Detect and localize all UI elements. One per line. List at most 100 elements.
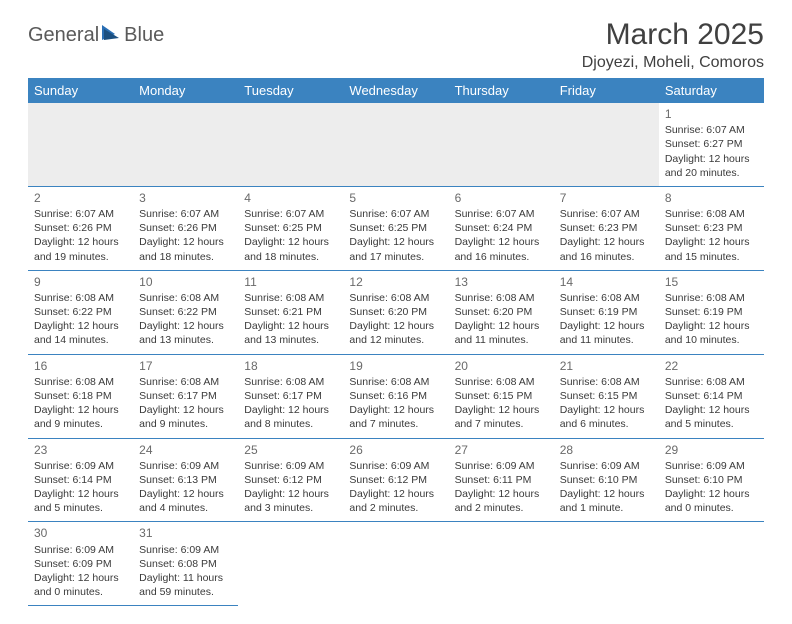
sunset-line: Sunset: 6:15 PM: [560, 389, 653, 403]
sunset-line: Sunset: 6:12 PM: [244, 473, 337, 487]
week-row: 2Sunrise: 6:07 AMSunset: 6:26 PMDaylight…: [28, 186, 764, 270]
sunset-line: Sunset: 6:20 PM: [455, 305, 548, 319]
sunset-line: Sunset: 6:08 PM: [139, 557, 232, 571]
day-header-friday: Friday: [554, 78, 659, 103]
day-cell: 26Sunrise: 6:09 AMSunset: 6:12 PMDayligh…: [343, 438, 448, 522]
daylight-line-2: and 9 minutes.: [139, 417, 232, 431]
daylight-line-1: Daylight: 12 hours: [455, 403, 548, 417]
daylight-line-1: Daylight: 12 hours: [665, 403, 758, 417]
sunset-line: Sunset: 6:19 PM: [665, 305, 758, 319]
day-cell: 4Sunrise: 6:07 AMSunset: 6:25 PMDaylight…: [238, 186, 343, 270]
sunset-line: Sunset: 6:14 PM: [665, 389, 758, 403]
month-title: March 2025: [582, 18, 764, 52]
sunrise-line: Sunrise: 6:08 AM: [244, 375, 337, 389]
sunrise-line: Sunrise: 6:08 AM: [34, 375, 127, 389]
day-header-monday: Monday: [133, 78, 238, 103]
daylight-line-2: and 12 minutes.: [349, 333, 442, 347]
daylight-line-2: and 4 minutes.: [139, 501, 232, 515]
sunset-line: Sunset: 6:24 PM: [455, 221, 548, 235]
sunrise-line: Sunrise: 6:07 AM: [455, 207, 548, 221]
daylight-line-2: and 2 minutes.: [349, 501, 442, 515]
empty-cell: [28, 103, 133, 186]
sunset-line: Sunset: 6:10 PM: [665, 473, 758, 487]
day-cell: 25Sunrise: 6:09 AMSunset: 6:12 PMDayligh…: [238, 438, 343, 522]
day-cell: 28Sunrise: 6:09 AMSunset: 6:10 PMDayligh…: [554, 438, 659, 522]
day-header-thursday: Thursday: [449, 78, 554, 103]
header: General Blue March 2025 Djoyezi, Moheli,…: [28, 18, 764, 72]
daylight-line-1: Daylight: 12 hours: [560, 235, 653, 249]
daylight-line-2: and 1 minute.: [560, 501, 653, 515]
day-number: 25: [244, 442, 337, 458]
daylight-line-2: and 7 minutes.: [349, 417, 442, 431]
sunrise-line: Sunrise: 6:09 AM: [34, 459, 127, 473]
daylight-line-1: Daylight: 12 hours: [244, 319, 337, 333]
day-number: 24: [139, 442, 232, 458]
sunset-line: Sunset: 6:26 PM: [34, 221, 127, 235]
daylight-line-2: and 18 minutes.: [139, 250, 232, 264]
calendar-table: SundayMondayTuesdayWednesdayThursdayFrid…: [28, 78, 764, 606]
daylight-line-1: Daylight: 12 hours: [665, 487, 758, 501]
sunset-line: Sunset: 6:09 PM: [34, 557, 127, 571]
day-cell: 8Sunrise: 6:08 AMSunset: 6:23 PMDaylight…: [659, 186, 764, 270]
daylight-line-2: and 9 minutes.: [34, 417, 127, 431]
day-number: 9: [34, 274, 127, 290]
daylight-line-2: and 5 minutes.: [34, 501, 127, 515]
empty-cell: [659, 522, 764, 606]
daylight-line-2: and 15 minutes.: [665, 250, 758, 264]
day-number: 15: [665, 274, 758, 290]
day-cell: 29Sunrise: 6:09 AMSunset: 6:10 PMDayligh…: [659, 438, 764, 522]
daylight-line-1: Daylight: 12 hours: [244, 235, 337, 249]
empty-cell: [133, 103, 238, 186]
sunrise-line: Sunrise: 6:08 AM: [139, 291, 232, 305]
daylight-line-1: Daylight: 12 hours: [349, 403, 442, 417]
sunset-line: Sunset: 6:25 PM: [349, 221, 442, 235]
sunrise-line: Sunrise: 6:08 AM: [665, 291, 758, 305]
sunset-line: Sunset: 6:10 PM: [560, 473, 653, 487]
sunset-line: Sunset: 6:17 PM: [244, 389, 337, 403]
sunset-line: Sunset: 6:23 PM: [560, 221, 653, 235]
day-number: 21: [560, 358, 653, 374]
daylight-line-1: Daylight: 12 hours: [560, 403, 653, 417]
sunrise-line: Sunrise: 6:09 AM: [455, 459, 548, 473]
daylight-line-2: and 18 minutes.: [244, 250, 337, 264]
daylight-line-2: and 7 minutes.: [455, 417, 548, 431]
day-cell: 13Sunrise: 6:08 AMSunset: 6:20 PMDayligh…: [449, 270, 554, 354]
sunset-line: Sunset: 6:25 PM: [244, 221, 337, 235]
logo-text-1: General: [28, 24, 99, 47]
sunrise-line: Sunrise: 6:09 AM: [139, 459, 232, 473]
daylight-line-1: Daylight: 12 hours: [455, 319, 548, 333]
day-cell: 14Sunrise: 6:08 AMSunset: 6:19 PMDayligh…: [554, 270, 659, 354]
sunrise-line: Sunrise: 6:07 AM: [349, 207, 442, 221]
day-number: 29: [665, 442, 758, 458]
sunrise-line: Sunrise: 6:07 AM: [560, 207, 653, 221]
sunrise-line: Sunrise: 6:08 AM: [349, 291, 442, 305]
daylight-line-2: and 59 minutes.: [139, 585, 232, 599]
day-cell: 1Sunrise: 6:07 AMSunset: 6:27 PMDaylight…: [659, 103, 764, 186]
sunset-line: Sunset: 6:21 PM: [244, 305, 337, 319]
day-number: 3: [139, 190, 232, 206]
sunrise-line: Sunrise: 6:09 AM: [349, 459, 442, 473]
sunset-line: Sunset: 6:20 PM: [349, 305, 442, 319]
day-number: 11: [244, 274, 337, 290]
sunset-line: Sunset: 6:15 PM: [455, 389, 548, 403]
sunrise-line: Sunrise: 6:08 AM: [34, 291, 127, 305]
daylight-line-1: Daylight: 12 hours: [34, 403, 127, 417]
week-row: 23Sunrise: 6:09 AMSunset: 6:14 PMDayligh…: [28, 438, 764, 522]
sunrise-line: Sunrise: 6:09 AM: [560, 459, 653, 473]
day-number: 26: [349, 442, 442, 458]
day-cell: 16Sunrise: 6:08 AMSunset: 6:18 PMDayligh…: [28, 354, 133, 438]
day-number: 1: [665, 106, 758, 122]
day-number: 27: [455, 442, 548, 458]
day-number: 4: [244, 190, 337, 206]
day-number: 5: [349, 190, 442, 206]
day-number: 12: [349, 274, 442, 290]
empty-cell: [238, 103, 343, 186]
sunrise-line: Sunrise: 6:08 AM: [665, 207, 758, 221]
day-number: 16: [34, 358, 127, 374]
daylight-line-2: and 13 minutes.: [139, 333, 232, 347]
day-number: 19: [349, 358, 442, 374]
sunrise-line: Sunrise: 6:08 AM: [349, 375, 442, 389]
day-cell: 7Sunrise: 6:07 AMSunset: 6:23 PMDaylight…: [554, 186, 659, 270]
sunrise-line: Sunrise: 6:08 AM: [244, 291, 337, 305]
sunset-line: Sunset: 6:13 PM: [139, 473, 232, 487]
